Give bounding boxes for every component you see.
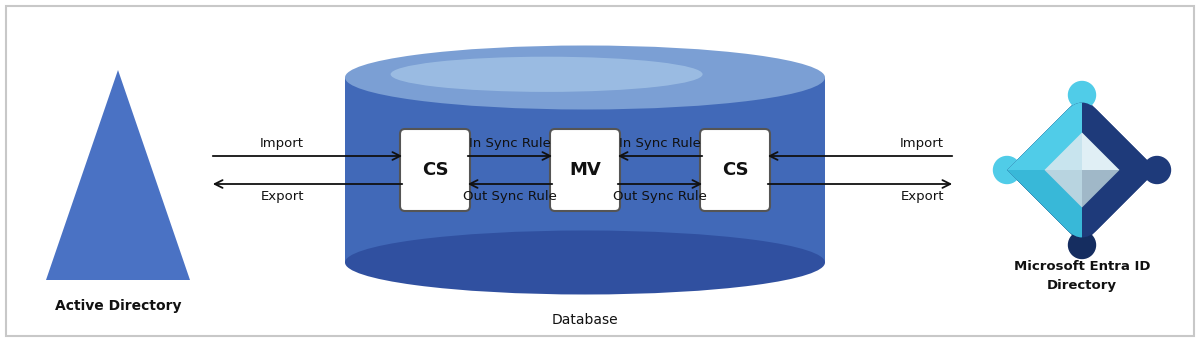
PathPatch shape — [1007, 103, 1157, 237]
Bar — [346, 78, 826, 263]
Polygon shape — [1044, 132, 1082, 170]
Polygon shape — [1007, 170, 1082, 245]
Polygon shape — [1007, 95, 1082, 170]
Circle shape — [1068, 232, 1096, 259]
Text: Import: Import — [260, 137, 304, 150]
Polygon shape — [1000, 88, 1082, 170]
FancyBboxPatch shape — [700, 129, 770, 211]
Text: In Sync Rule: In Sync Rule — [619, 137, 701, 150]
Ellipse shape — [346, 231, 826, 294]
Circle shape — [1068, 81, 1096, 108]
Text: CS: CS — [421, 161, 449, 179]
Text: Directory: Directory — [1046, 279, 1117, 292]
Text: Out Sync Rule: Out Sync Rule — [463, 190, 557, 203]
Ellipse shape — [346, 45, 826, 109]
Ellipse shape — [390, 57, 702, 92]
Polygon shape — [1000, 170, 1082, 252]
Text: CS: CS — [721, 161, 749, 179]
Polygon shape — [46, 70, 190, 280]
Text: Active Directory: Active Directory — [55, 299, 181, 313]
Polygon shape — [1082, 132, 1120, 170]
Polygon shape — [1044, 170, 1082, 208]
Polygon shape — [1082, 170, 1120, 208]
FancyBboxPatch shape — [400, 129, 470, 211]
Text: Microsoft Entra ID: Microsoft Entra ID — [1014, 260, 1151, 273]
Text: Import: Import — [900, 137, 944, 150]
Text: In Sync Rule: In Sync Rule — [469, 137, 551, 150]
Circle shape — [994, 157, 1020, 184]
Text: Export: Export — [900, 190, 943, 203]
Text: MV: MV — [569, 161, 601, 179]
Text: Export: Export — [260, 190, 304, 203]
Polygon shape — [1007, 95, 1157, 245]
Text: Out Sync Rule: Out Sync Rule — [613, 190, 707, 203]
FancyBboxPatch shape — [550, 129, 620, 211]
Circle shape — [1144, 157, 1170, 184]
Text: Database: Database — [552, 313, 618, 327]
